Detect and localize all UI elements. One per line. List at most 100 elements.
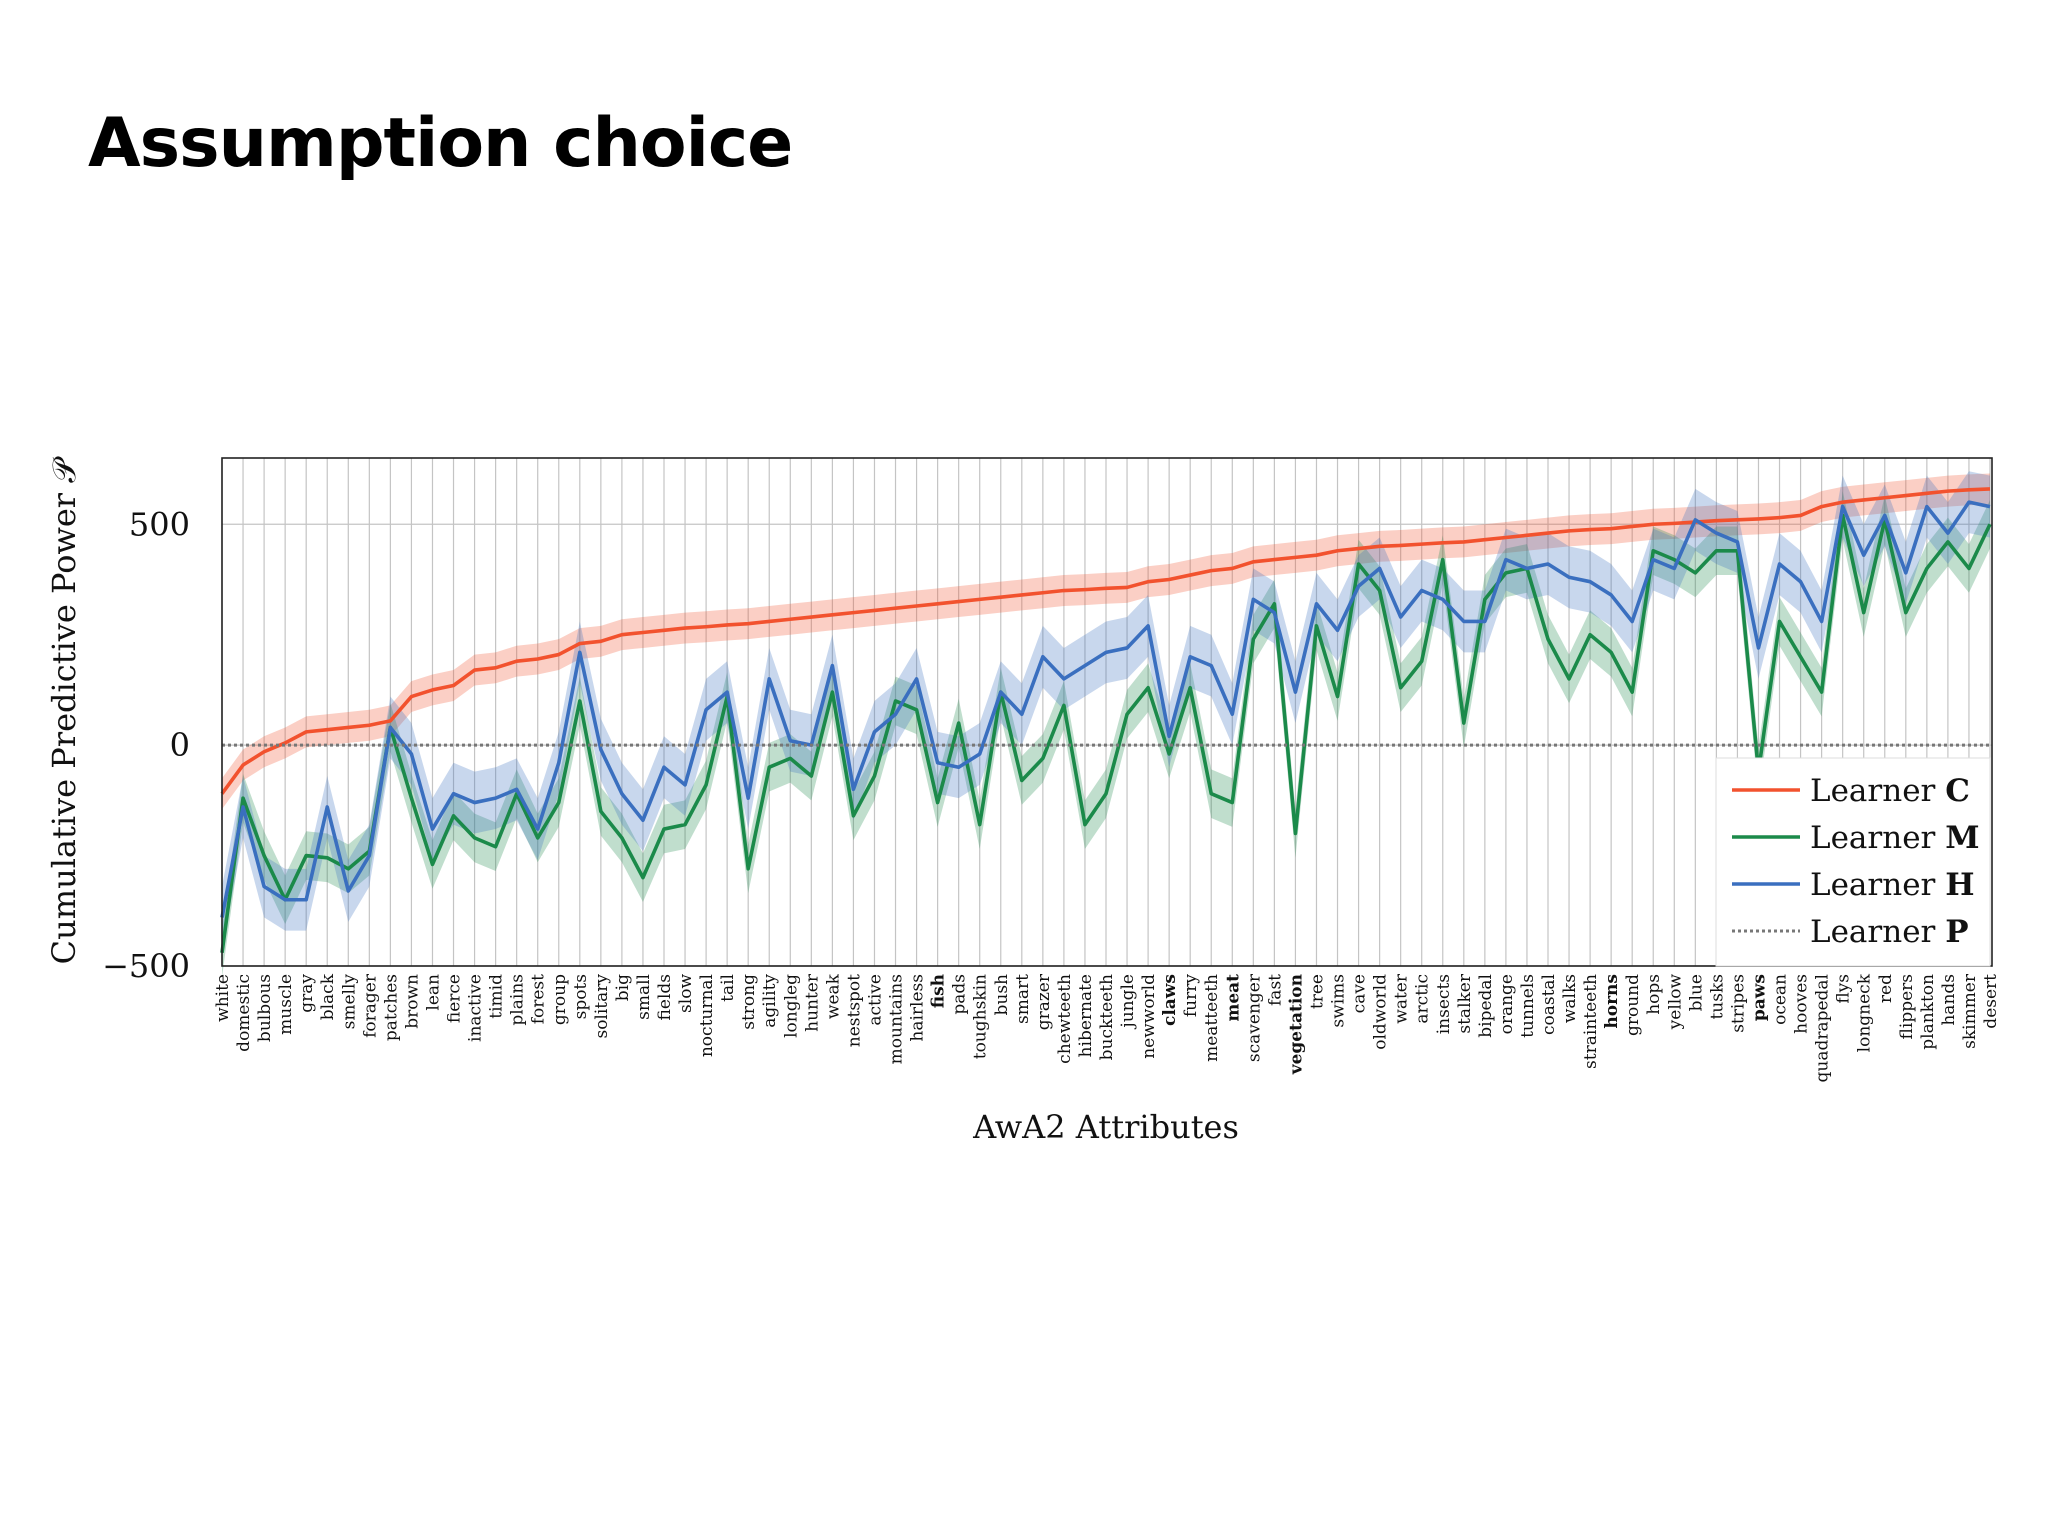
x-tick-label: group [550,974,570,1025]
x-tick-label: oldworld [1371,974,1391,1050]
x-tick-label: bulbous [255,974,275,1042]
x-tick-label: coastal [1539,974,1559,1035]
x-tick-label: buckteeth [1097,974,1117,1060]
series-band-learner-c [222,473,1990,810]
x-tick-label: strong [739,974,759,1030]
x-tick-label: agility [760,974,780,1028]
x-tick-label: fields [655,974,675,1020]
x-tick-label: grazer [1034,973,1054,1030]
plot-frame [221,457,1993,967]
x-tick-label: hairless [908,974,928,1042]
x-tick-label: longleg [781,974,801,1038]
x-tick-label: cave [1350,974,1370,1013]
x-tick-label: red [1876,974,1896,1003]
x-tick-label: smelly [339,974,359,1030]
series-line-learner-h [220,500,1991,918]
x-tick-label: horns [1602,974,1622,1029]
x-tick-label: desert [1981,974,2001,1029]
legend-letter: C [1945,773,1970,809]
x-tick-label: forager [360,973,380,1038]
x-tick-label: water [1392,973,1412,1024]
x-tick-label: patches [381,974,401,1041]
x-tick-label: hibernate [1076,974,1096,1057]
x-tick-label: hands [1939,974,1959,1026]
x-tick-label: furry [1181,974,1201,1017]
x-tick-label: orange [1497,974,1517,1034]
x-tick-label: bush [992,974,1012,1016]
y-tick-label: −500 [102,947,190,985]
x-tick-label: hunter [802,973,822,1032]
x-tick-label: tree [1307,974,1327,1009]
x-tick-label: brown [402,974,422,1029]
legend-letter: M [1945,820,1979,856]
x-tick-label: fish [929,974,949,1008]
band-layer [222,471,1990,978]
x-tick-label: jungle [1118,974,1138,1030]
x-tick-label: pads [950,974,970,1015]
x-tick-label: ground [1623,974,1643,1036]
x-tick-label: plankton [1918,974,1938,1050]
x-tick-label: swims [1329,974,1349,1028]
x-tick-label: active [865,974,885,1026]
x-tick-label: paws [1749,974,1769,1021]
legend-label: Learner H [1810,867,1975,903]
legend-label: Learner C [1810,773,1970,809]
x-tick-label: muscle [276,974,296,1035]
x-tick-label: stripes [1728,974,1748,1033]
x-tick-label: mountains [887,974,907,1064]
x-tick-label: nocturnal [697,974,717,1057]
x-tick-label: smart [1013,974,1033,1024]
x-tick-label: spots [571,974,591,1019]
legend-box [1715,757,1991,967]
series-line-learner-m [220,513,1992,953]
x-tick-label: tusks [1707,974,1727,1020]
line-layer [220,487,1992,953]
series-band-learner-m [222,491,1990,978]
x-axis-label: AwA2 Attributes [972,1108,1239,1146]
x-tick-label: flys [1834,974,1854,1004]
x-tick-label: tail [718,974,738,1002]
x-tick-label: hooves [1792,974,1812,1034]
x-tick-label: big [613,974,633,1001]
x-tick-label: scavenger [1244,973,1264,1062]
x-tick-label: strainteeth [1581,974,1601,1069]
x-tick-label: toughskin [971,974,991,1059]
x-tick-label: newworld [1139,974,1159,1059]
x-tick-label: inactive [466,974,486,1042]
x-tick-label: hops [1644,974,1664,1015]
x-tick-label: bipedal [1476,974,1496,1038]
slide-title: Assumption choice [88,104,793,183]
x-tick-label: blue [1686,974,1706,1011]
x-tick-label: forest [529,974,549,1024]
y-axis-label: Cumulative Predictive Power 𝒫 [45,456,83,965]
x-tick-label: slow [676,974,696,1013]
y-axis-ticks: −500 0 500 [102,505,190,985]
x-tick-label: flippers [1897,974,1917,1039]
x-tick-label: claws [1160,974,1180,1026]
x-tick-label: fast [1265,974,1285,1006]
x-tick-label: solitary [592,974,612,1039]
x-tick-label: stalker [1455,973,1475,1033]
x-tick-label: arctic [1413,974,1433,1024]
x-tick-label: fierce [445,974,465,1023]
legend-letter: H [1945,867,1974,903]
x-tick-label: longneck [1855,973,1875,1052]
series-band-learner-h [222,471,1990,949]
y-tick-label: 0 [170,726,190,764]
x-tick-label: walks [1560,974,1580,1023]
y-tick-label: 500 [129,505,190,543]
x-tick-label: tunnels [1518,974,1538,1038]
x-tick-label: chewteeth [1055,974,1075,1064]
x-tick-label: timid [487,974,507,1019]
x-tick-label: white [213,974,233,1022]
x-tick-label: vegetation [1286,974,1306,1075]
x-tick-label: yellow [1665,974,1685,1031]
x-tick-label: ocean [1771,974,1791,1025]
x-tick-label: insects [1434,974,1454,1034]
legend: Learner C Learner M Learner H Learner P [1715,757,1991,967]
legend-label: Learner M [1810,820,1980,856]
x-tick-label: plains [508,974,528,1026]
x-tick-label: skimmer [1960,973,1980,1049]
x-tick-label: meatteeth [1202,974,1222,1062]
